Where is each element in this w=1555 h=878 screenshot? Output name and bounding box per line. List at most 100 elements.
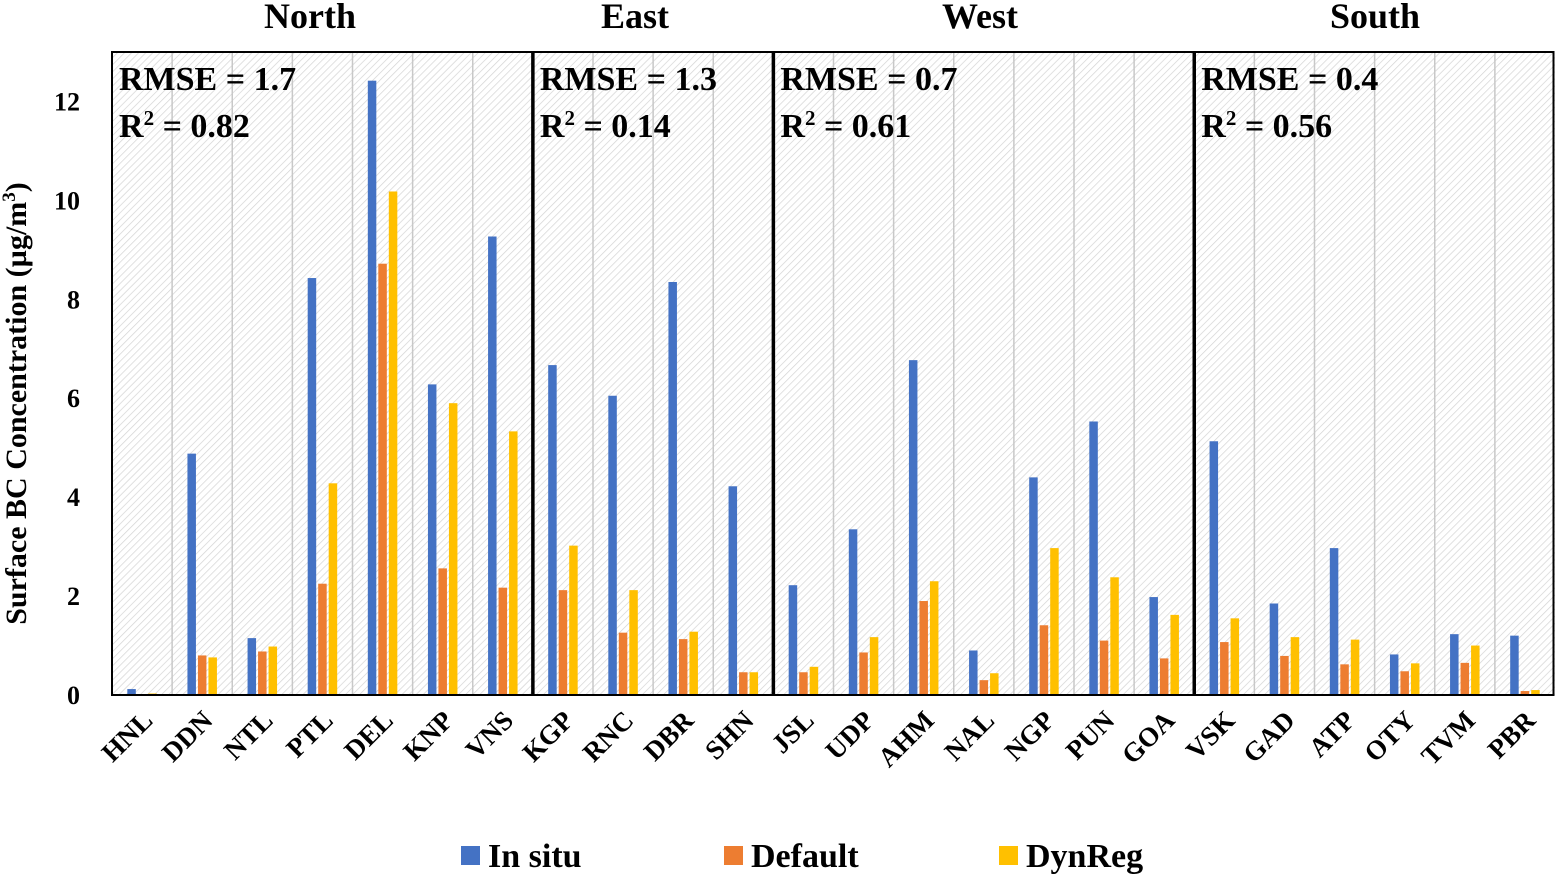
x-tick-hnl: HNL (96, 705, 159, 768)
region-dividers (531, 52, 1196, 695)
x-tick-vns: VNS (460, 705, 519, 764)
bar-oty-default (1400, 671, 1409, 695)
y-axis: 0 2 4 6 8 10 12 Surface BC Concentration (µg/m3… (0, 87, 80, 710)
bar-vsk-default (1220, 642, 1229, 695)
x-tick-del: DEL (338, 705, 398, 765)
bar-nal-in-situ (969, 650, 978, 695)
bar-vsk-in-situ (1209, 441, 1219, 695)
x-tick-rnc: RNC (577, 705, 640, 768)
bar-gad-in-situ (1269, 603, 1279, 695)
bar-vns-default (498, 587, 508, 695)
y-tick-label: 0 (67, 681, 80, 710)
x-tick-goa: GOA (1116, 705, 1181, 770)
x-tick-dbr: DBR (638, 705, 700, 767)
bar-shn-dynreg (749, 672, 759, 695)
rmse-label-west: RMSE = 0.7 (780, 61, 957, 98)
legend-swatch-dynreg (999, 846, 1018, 865)
bar-kgp-in-situ (548, 365, 557, 695)
bar-ahm-default (919, 601, 928, 695)
bar-ddn-in-situ (187, 453, 196, 695)
bar-vns-in-situ (488, 236, 497, 696)
bar-knp-in-situ (427, 384, 437, 695)
x-tick-pbr: PBR (1482, 705, 1542, 765)
bar-pbr-dynreg (1531, 690, 1540, 695)
rmse-label-east: RMSE = 1.3 (540, 61, 717, 98)
x-tick-ngp: NGP (999, 705, 1061, 767)
bar-shn-default (739, 672, 748, 695)
bar-kgp-default (558, 590, 568, 695)
bar-pun-in-situ (1089, 421, 1098, 695)
y-axis-title: Surface BC Concentration (µg/m3) (0, 182, 33, 625)
bar-tvm-dynreg (1471, 645, 1480, 695)
bar-ngp-default (1039, 625, 1049, 695)
bar-ahm-dynreg (929, 581, 939, 695)
bar-gad-dynreg (1290, 637, 1300, 695)
region-title-east: East (601, 0, 669, 36)
bar-jsl-dynreg (809, 666, 819, 695)
bar-nal-default (979, 680, 989, 695)
rmse-label-north: RMSE = 1.7 (119, 61, 296, 98)
bar-pbr-in-situ (1510, 635, 1519, 695)
bar-oty-in-situ (1389, 654, 1399, 695)
y-tick-label: 6 (67, 384, 80, 413)
bar-ptl-in-situ (307, 278, 317, 695)
y-tick-label: 10 (54, 186, 80, 215)
bar-kgp-dynreg (569, 545, 578, 695)
bar-dbr-default (678, 639, 688, 695)
x-tick-vsk: VSK (1180, 705, 1240, 765)
region-title-west: West (942, 0, 1018, 36)
x-tick-ddn: DDN (156, 705, 219, 768)
x-tick-gad: GAD (1237, 705, 1301, 769)
bar-udp-in-situ (848, 529, 858, 695)
bar-udp-default (859, 652, 868, 695)
bar-ptl-default (318, 583, 327, 695)
bar-jsl-in-situ (788, 585, 798, 695)
bar-del-dynreg (388, 191, 398, 695)
region-title-south: South (1330, 0, 1420, 36)
bar-hnl-in-situ (127, 689, 136, 695)
r2-label-north: R2 = 0.82 (119, 106, 250, 145)
bar-del-default (378, 263, 387, 695)
x-tick-jsl: JSL (766, 705, 820, 759)
x-tick-ahm: AHM (872, 705, 940, 773)
bar-ntl-dynreg (268, 646, 278, 695)
region-labels: North RMSE = 1.7 R2 = 0.82 East RMSE = 1.3 R2… (119, 0, 1420, 145)
plot-border (111, 51, 1555, 696)
bar-ngp-in-situ (1029, 477, 1038, 695)
r2-label-south: R2 = 0.56 (1201, 106, 1332, 145)
region-title-north: North (264, 0, 356, 36)
x-tick-ntl: NTL (218, 705, 278, 765)
r2-label-east: R2 = 0.14 (540, 106, 671, 145)
x-tick-nal: NAL (939, 705, 1001, 767)
x-tick-kgp: KGP (517, 705, 580, 768)
bar-shn-in-situ (728, 486, 738, 695)
bar-ntl-default (258, 651, 267, 695)
bar-udp-dynreg (869, 637, 879, 695)
y-tick-label: 8 (67, 285, 80, 314)
bar-tvm-default (1460, 662, 1470, 695)
y-tick-label: 2 (67, 582, 80, 611)
bar-pun-dynreg (1110, 577, 1119, 695)
bar-atp-default (1340, 664, 1349, 695)
bar-ddn-dynreg (208, 657, 217, 695)
bar-ngp-dynreg (1050, 548, 1059, 695)
x-tick-pun: PUN (1060, 705, 1121, 766)
bar-knp-dynreg (448, 403, 458, 695)
x-tick-atp: ATP (1303, 705, 1361, 763)
bar-ahm-in-situ (908, 360, 918, 695)
bar-vsk-dynreg (1230, 618, 1240, 695)
x-tick-udp: UDP (819, 705, 879, 765)
bar-oty-dynreg (1410, 663, 1420, 695)
bar-atp-in-situ (1329, 548, 1339, 695)
x-tick-knp: KNP (397, 705, 459, 767)
bar-rnc-dynreg (629, 590, 638, 695)
rmse-label-south: RMSE = 0.4 (1201, 61, 1378, 98)
legend-label-dynreg: DynReg (1026, 838, 1143, 875)
bar-ntl-in-situ (247, 638, 257, 695)
bar-tvm-in-situ (1450, 634, 1459, 695)
legend: In situ Default DynReg (461, 838, 1143, 875)
bar-gad-default (1280, 655, 1289, 695)
bar-pbr-default (1520, 691, 1530, 695)
